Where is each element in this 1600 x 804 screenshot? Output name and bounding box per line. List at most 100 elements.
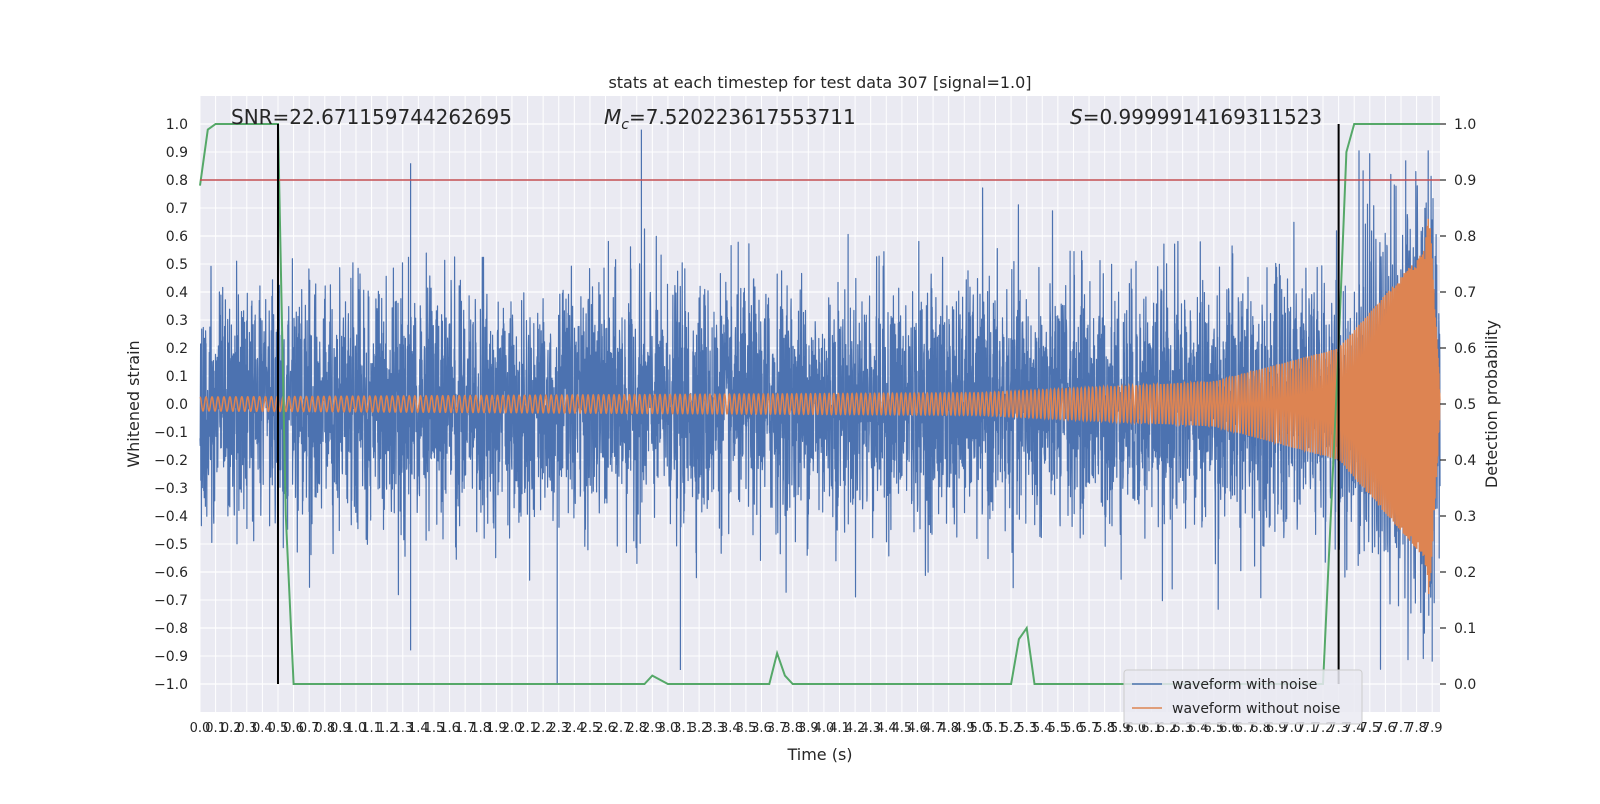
x-tick-label: 6.8	[1250, 721, 1271, 736]
x-tick-label: 2.8	[626, 721, 647, 736]
x-axis-label: Time (s)	[786, 745, 852, 764]
x-tick-label: 7.0	[1281, 721, 1302, 736]
y-tick-label: 0.8	[166, 173, 188, 189]
x-tick-label: 1.4	[408, 721, 429, 736]
x-tick-label: 6.6	[1219, 721, 1240, 736]
chart-title: stats at each timestep for test data 307…	[608, 73, 1031, 92]
y-tick-label: 1.0	[166, 117, 188, 133]
snr-annotation: SNR=22.671159744262695	[231, 105, 512, 129]
y-tick-label: 0.0	[166, 397, 188, 413]
x-tick-label: 5.7	[1079, 721, 1100, 736]
y2-tick-label: 1.0	[1454, 117, 1476, 133]
x-tick-label: 7.7	[1391, 721, 1412, 736]
x-tick-label: 0.1	[205, 721, 226, 736]
x-tick-label: 5.4	[1032, 721, 1053, 736]
x-tick-label: 0.3	[236, 721, 257, 736]
y-tick-label: −0.8	[154, 621, 188, 637]
x-tick-label: 1.1	[361, 721, 382, 736]
y-tick-label: 0.9	[166, 145, 188, 161]
x-tick-label: 1.5	[424, 721, 445, 736]
y-tick-label: 0.3	[166, 313, 188, 329]
y2-tick-label: 0.3	[1454, 509, 1476, 525]
x-tick-label: 0.5	[268, 721, 289, 736]
chirp-mass-symbol: M	[604, 105, 621, 129]
y-tick-label: −0.4	[154, 509, 188, 525]
y-tick-label: −0.9	[154, 649, 188, 665]
x-tick-label: 3.7	[767, 721, 788, 736]
score-annotation: S=0.9999914169311523	[1070, 105, 1322, 129]
x-tick-label: 6.0	[1126, 721, 1147, 736]
y-axis-ticks: −1.0 −0.9 −0.8 −0.7 −0.6 −0.5 −0.4 −0.3 −0.2 −0.1…	[154, 117, 188, 693]
x-tick-label: 1.6	[439, 721, 460, 736]
x-tick-label: 5.5	[1048, 721, 1069, 736]
x-tick-label: 3.0	[658, 721, 679, 736]
waveform-without-noise-line	[199, 218, 1441, 595]
x-tick-label: 1.7	[455, 721, 476, 736]
x-tick-label: 4.2	[845, 721, 866, 736]
x-tick-label: 3.4	[720, 721, 741, 736]
y-tick-label: 0.6	[166, 229, 188, 245]
y2-tick-label: 0.1	[1454, 621, 1476, 637]
x-tick-label: 5.6	[1063, 721, 1084, 736]
chirp-mass-subscript: c	[621, 117, 629, 133]
y-tick-label: −0.7	[154, 593, 188, 609]
x-tick-label: 3.9	[798, 721, 819, 736]
x-tick-label: 7.1	[1297, 721, 1318, 736]
y-tick-label: 0.1	[166, 369, 188, 385]
y2-tick-label: 0.5	[1454, 397, 1476, 413]
x-tick-label: 7.9	[1422, 721, 1443, 736]
y2-tick-label: 0.9	[1454, 173, 1476, 189]
legend: waveform with noise waveform without noi…	[1123, 669, 1363, 725]
x-tick-label: 7.8	[1406, 721, 1427, 736]
y2-tick-label: 0.6	[1454, 341, 1476, 357]
y-tick-label: −0.3	[154, 481, 188, 497]
x-tick-label: 2.0	[502, 721, 523, 736]
legend-label-waveform-without-noise: waveform without noise	[1172, 701, 1340, 717]
chirp-mass-annotation: Mc=7.520223617553711	[604, 105, 856, 133]
x-tick-label: 2.2	[533, 721, 554, 736]
y2-tick-label: 0.2	[1454, 565, 1476, 581]
x-tick-label: 2.5	[580, 721, 601, 736]
x-tick-label: 3.8	[782, 721, 803, 736]
x-tick-label: 5.1	[985, 721, 1006, 736]
x-tick-label: 3.2	[689, 721, 710, 736]
x-tick-label: 6.2	[1157, 721, 1178, 736]
y2-tick-label: 0.4	[1454, 453, 1476, 469]
x-tick-label: 4.4	[876, 721, 897, 736]
x-tick-label: 2.9	[642, 721, 663, 736]
x-tick-label: 5.2	[1001, 721, 1022, 736]
x-tick-label: 5.9	[1110, 721, 1131, 736]
x-tick-label: 6.7	[1235, 721, 1256, 736]
y-tick-label: −0.2	[154, 453, 188, 469]
y2-axis-label: Detection probability	[1482, 320, 1501, 488]
x-tick-label: 2.4	[564, 721, 585, 736]
x-tick-label: 1.2	[377, 721, 398, 736]
y-tick-label: 0.4	[166, 285, 188, 301]
score-value: =0.9999914169311523	[1083, 105, 1322, 129]
x-tick-label: 0.2	[221, 721, 242, 736]
x-tick-label: 4.1	[829, 721, 850, 736]
x-tick-label: 3.1	[673, 721, 694, 736]
x-tick-label: 7.2	[1313, 721, 1334, 736]
chirp-mass-value: =7.520223617553711	[629, 105, 856, 129]
x-tick-label: 2.7	[611, 721, 632, 736]
x-tick-label: 0.4	[252, 721, 273, 736]
x-tick-label: 5.0	[970, 721, 991, 736]
x-tick-label: 2.3	[548, 721, 569, 736]
x-tick-label: 6.1	[1141, 721, 1162, 736]
y-tick-label: −1.0	[154, 677, 188, 693]
y-axis-label: Whitened strain	[124, 340, 143, 467]
score-symbol: S	[1070, 105, 1083, 129]
x-tick-label: 3.3	[704, 721, 725, 736]
x-tick-label: 1.0	[346, 721, 367, 736]
x-tick-label: 7.5	[1359, 721, 1380, 736]
x-tick-label: 4.3	[860, 721, 881, 736]
reference-lines	[200, 124, 1440, 684]
x-tick-label: 4.6	[907, 721, 928, 736]
x-tick-label: 6.5	[1203, 721, 1224, 736]
x-tick-label: 5.8	[1094, 721, 1115, 736]
y-tick-label: 0.2	[166, 341, 188, 357]
x-tick-label: 6.3	[1172, 721, 1193, 736]
